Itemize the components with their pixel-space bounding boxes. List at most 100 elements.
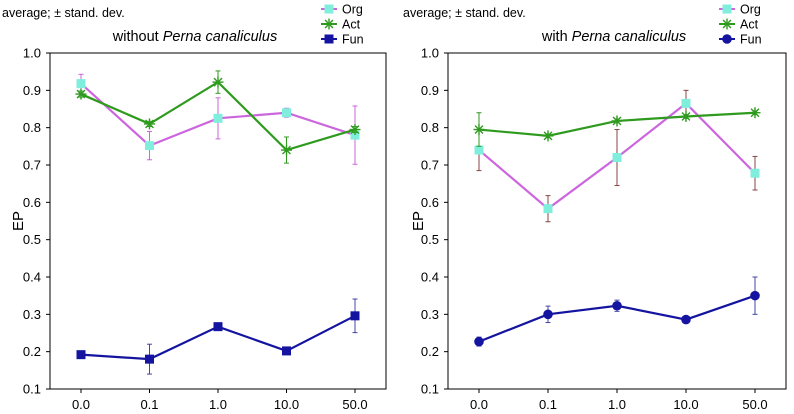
data-point (350, 311, 360, 321)
y-tick-label: 0.8 (421, 120, 439, 135)
legend-label: Act (740, 18, 759, 32)
y-tick-label: 0.2 (23, 344, 41, 359)
data-point (145, 354, 154, 364)
x-tick-label: 50.0 (742, 397, 767, 412)
y-tick-label: 0.7 (23, 158, 41, 173)
data-point (543, 204, 553, 214)
chart-title: with Perna canaliculus (541, 29, 686, 45)
legend-marker (324, 34, 334, 44)
data-point (473, 124, 485, 136)
chart-note: average; ± stand. dev. (2, 6, 125, 20)
legend-label: Org (740, 3, 761, 17)
y-tick-label: 0.4 (23, 270, 41, 285)
legend-item-act: Act (719, 18, 759, 32)
data-point (350, 130, 360, 140)
data-point (611, 115, 623, 127)
legend-marker (721, 18, 733, 30)
y-tick-label: 0.3 (23, 307, 41, 322)
y-tick-label: 1.0 (421, 46, 439, 61)
y-tick-label: 0.3 (421, 307, 439, 322)
legend-label: Act (342, 18, 361, 32)
legend-label: Fun (342, 33, 364, 47)
data-point (282, 346, 291, 356)
data-point (542, 130, 554, 142)
data-point (612, 153, 622, 163)
y-tick-label: 1.0 (23, 46, 41, 61)
y-tick-label: 0.4 (421, 270, 439, 285)
x-tick-label: 1.0 (209, 397, 227, 412)
x-tick-label: 0.0 (72, 397, 90, 412)
x-tick-label: 10.0 (673, 397, 698, 412)
legend-marker (324, 4, 334, 14)
series-org (76, 73, 360, 165)
data-point (144, 118, 155, 130)
y-tick-label: 0.7 (421, 158, 439, 173)
legend-label: Org (342, 3, 363, 17)
legend-marker (722, 34, 732, 44)
chart-title-species: Perna canaliculus (163, 29, 277, 45)
data-point (213, 322, 223, 332)
y-tick-label: 0.9 (23, 83, 41, 98)
y-tick-label: 0.5 (421, 232, 439, 247)
data-point (213, 113, 223, 123)
data-point (543, 309, 553, 320)
y-axis-label: EP (10, 211, 27, 231)
legend-item-fun: Fun (719, 33, 762, 47)
data-point (681, 98, 691, 108)
data-point (76, 79, 86, 89)
data-point (145, 141, 154, 151)
y-axis-label: EP (410, 211, 427, 231)
series-fun (474, 276, 760, 347)
data-point (75, 88, 87, 100)
series-act (75, 70, 361, 164)
y-tick-label: 0.2 (421, 344, 439, 359)
data-point (612, 300, 622, 311)
chart-title-prefix: without (112, 29, 163, 45)
y-tick-label: 0.1 (23, 382, 41, 397)
y-tick-label: 0.6 (23, 195, 41, 210)
x-tick-label: 10.0 (274, 397, 299, 412)
legend-marker (722, 4, 732, 14)
x-tick-label: 0.1 (140, 397, 158, 412)
series-act (473, 107, 761, 147)
data-point (281, 144, 292, 156)
y-tick-label: 0.9 (421, 83, 439, 98)
x-tick-label: 50.0 (342, 397, 367, 412)
series-fun (76, 298, 360, 375)
chart-title-prefix: with (541, 29, 572, 45)
data-point (474, 336, 484, 347)
data-point (680, 110, 692, 122)
y-tick-label: 0.8 (23, 120, 41, 135)
data-point (750, 168, 760, 178)
x-tick-label: 0.1 (539, 397, 557, 412)
data-point (349, 124, 361, 136)
x-tick-label: 1.0 (608, 397, 626, 412)
chart-panel-1: average; ± stand. dev. without Perna cana… (2, 3, 387, 412)
plot-frame (447, 52, 787, 390)
y-tick-label: 0.1 (421, 382, 439, 397)
data-point (749, 107, 761, 119)
y-tick-label: 0.5 (23, 232, 41, 247)
legend-item-act: Act (321, 18, 361, 32)
data-point (750, 290, 760, 301)
legend-item-org: Org (321, 3, 363, 17)
data-point (474, 145, 484, 155)
legend-item-fun: Fun (321, 33, 364, 47)
data-point (76, 350, 86, 360)
chart-note: average; ± stand. dev. (403, 6, 526, 20)
legend-marker (323, 18, 335, 30)
y-tick-label: 0.6 (421, 195, 439, 210)
series-org (474, 89, 760, 223)
data-point (681, 314, 691, 325)
x-tick-label: 0.0 (470, 397, 488, 412)
chart-panel-2: average; ± stand. dev. with Perna canalic… (403, 3, 787, 412)
data-point (212, 76, 224, 88)
chart-title-species: Perna canaliculus (572, 29, 686, 45)
legend-item-org: Org (719, 3, 761, 17)
legend-label: Fun (740, 33, 762, 47)
chart-title: without Perna canaliculus (112, 29, 277, 45)
data-point (282, 108, 291, 118)
